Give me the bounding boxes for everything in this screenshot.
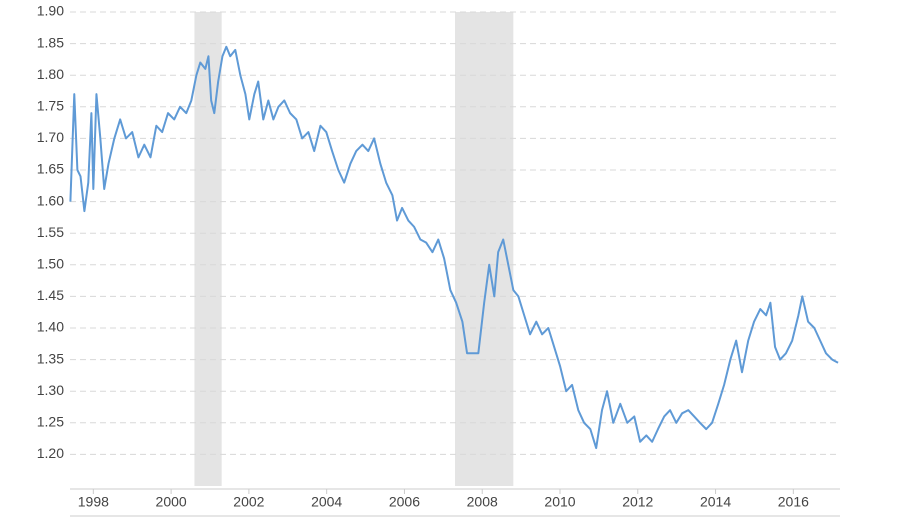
y-tick-label: 1.75 [37, 98, 64, 114]
x-tick-label: 2012 [622, 494, 653, 510]
y-tick-label: 1.35 [37, 350, 64, 366]
y-tick-label: 1.90 [37, 3, 64, 19]
line [69, 45, 839, 450]
x-tick-label: 2008 [467, 494, 498, 510]
x-tick-label: 2000 [156, 494, 187, 510]
shaded-range [455, 12, 514, 486]
y-tick-label: 1.45 [37, 287, 64, 303]
y-tick-label: 1.55 [37, 224, 64, 240]
y-tick-label: 1.40 [37, 319, 64, 335]
y-tick-label: 1.70 [37, 129, 64, 145]
y-tick-label: 1.25 [37, 414, 64, 430]
x-tick-label: 2004 [311, 494, 342, 510]
x-tick-label: 2016 [778, 494, 809, 510]
y-tick-label: 1.65 [37, 161, 64, 177]
x-tick-label: 2006 [389, 494, 420, 510]
y-tick-label: 1.50 [37, 256, 64, 272]
y-tick-label: 1.20 [37, 445, 64, 461]
y-tick-label: 1.60 [37, 192, 64, 208]
y-tick-label: 1.30 [37, 382, 64, 398]
x-tick-label: 1998 [78, 494, 109, 510]
y-tick-label: 1.80 [37, 66, 64, 82]
x-tick-label: 2014 [700, 494, 731, 510]
x-tick-label: 2002 [233, 494, 264, 510]
x-tick-label: 2010 [544, 494, 575, 510]
y-tick-label: 1.85 [37, 34, 64, 50]
